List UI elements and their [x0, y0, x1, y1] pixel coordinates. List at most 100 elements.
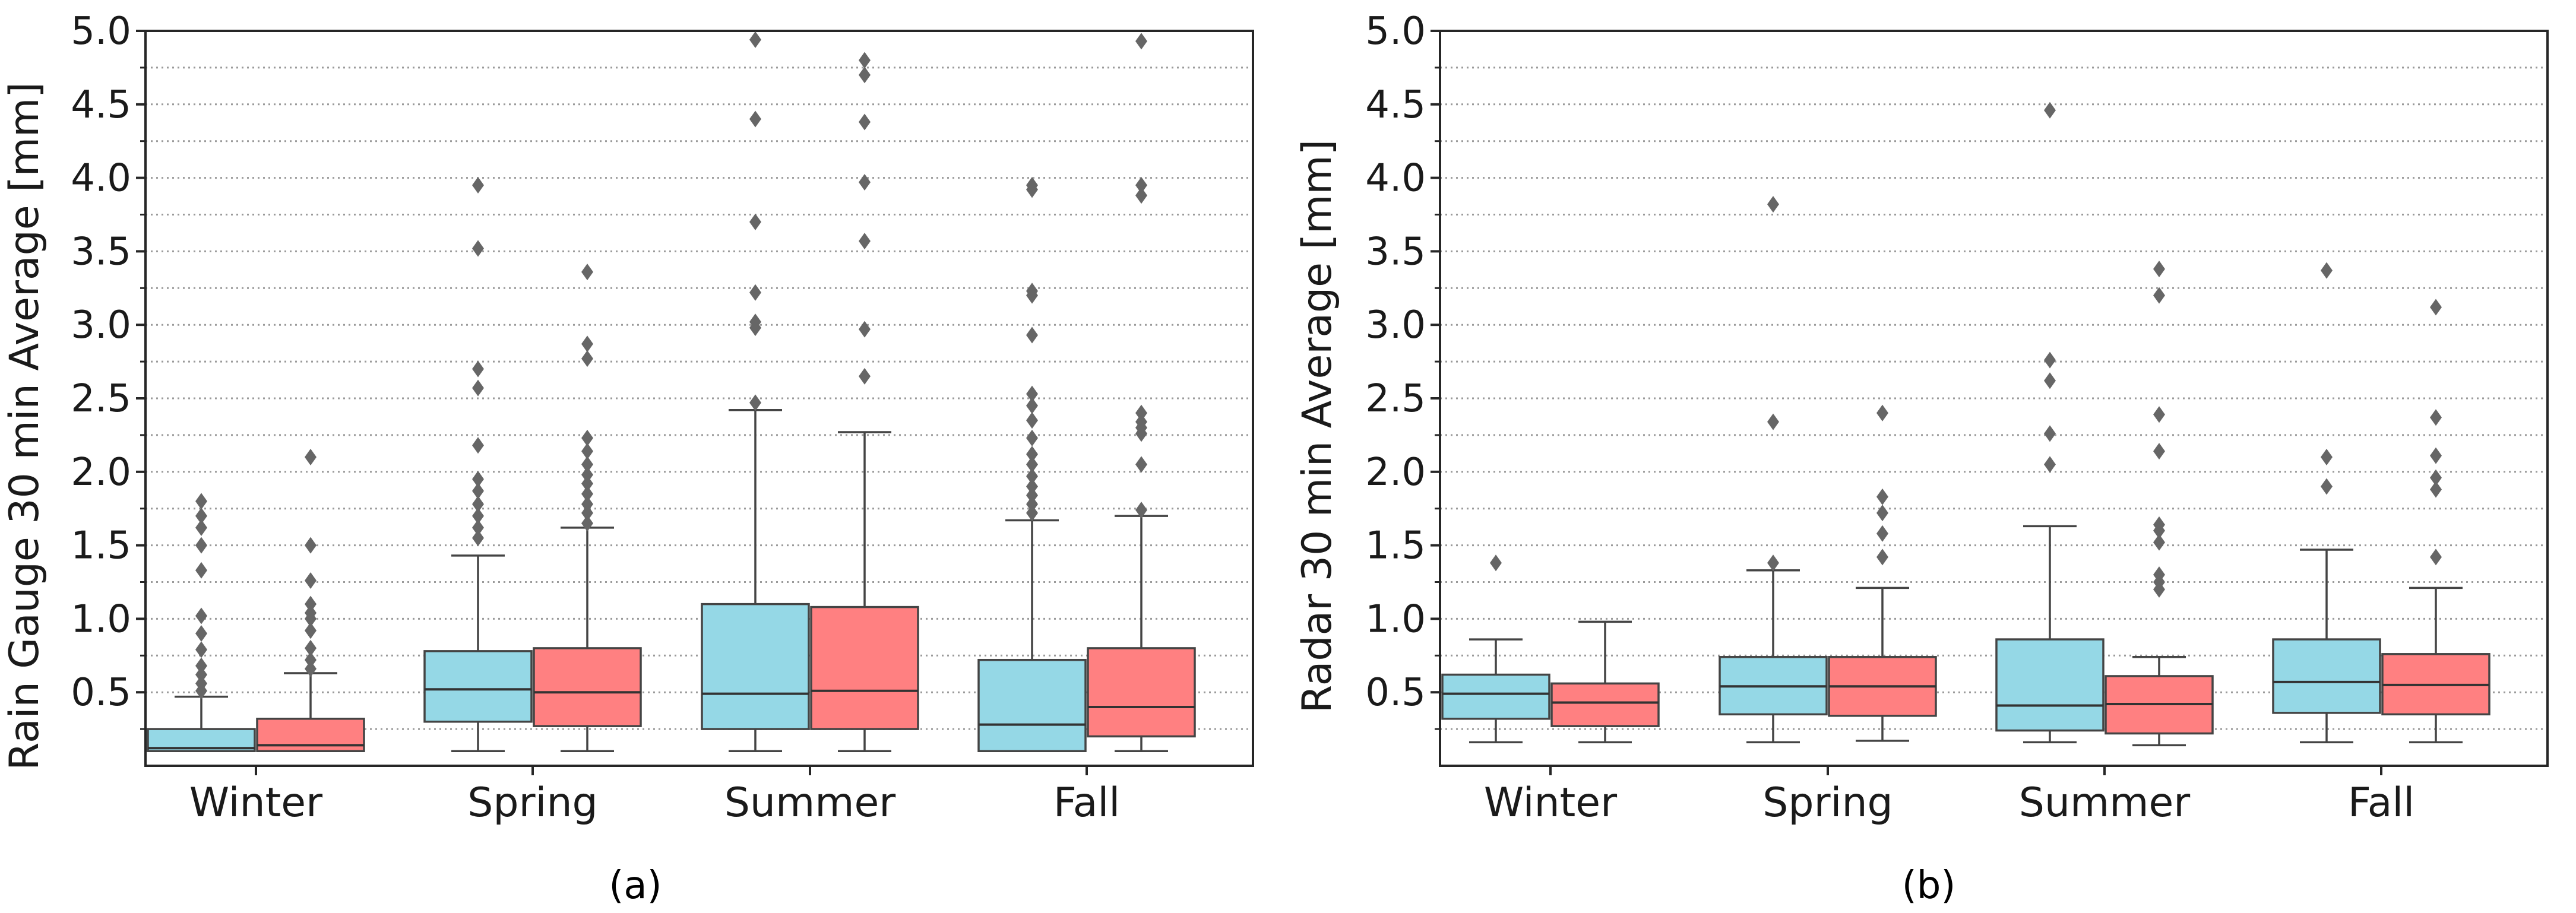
outlier-point	[2430, 481, 2442, 498]
outlier-point	[472, 508, 484, 525]
outlier-point	[1026, 176, 1038, 194]
ytick-label: 0.5	[71, 671, 131, 715]
outlier-point	[305, 660, 317, 677]
panel-b-caption: (b)	[1902, 864, 1956, 908]
ytick-label: 2.0	[71, 451, 131, 494]
outlier-point	[581, 475, 593, 492]
panel-b: Radar 30 min Average [mm] (b) 0.5 1.0 1.5 2…	[1294, 9, 2549, 908]
box-iqr	[423, 650, 533, 723]
outlier-point	[2430, 409, 2442, 426]
outlier-point	[581, 335, 593, 353]
outlier-point	[2153, 261, 2165, 278]
outlier-point	[1876, 488, 1888, 505]
box-iqr	[2272, 638, 2381, 714]
box-fall-series-1	[2272, 262, 2381, 744]
outlier-point	[581, 485, 593, 502]
ytick-label: 1.0	[71, 597, 131, 641]
outlier-point	[581, 443, 593, 460]
outlier-point	[581, 496, 593, 513]
outlier-point	[195, 537, 207, 554]
outlier-point	[749, 110, 761, 128]
box-fall-series-2	[2381, 299, 2490, 744]
outlier-point	[1876, 525, 1888, 542]
box-spring-series-1	[423, 176, 533, 752]
ytick-label: 4.0	[71, 157, 131, 201]
outlier-point	[749, 213, 761, 230]
outlier-point	[2153, 534, 2165, 551]
outlier-point	[472, 437, 484, 454]
outlier-point	[2153, 443, 2165, 460]
box-summer-series-1	[701, 31, 810, 752]
outlier-point	[749, 31, 761, 48]
outlier-point	[1135, 502, 1147, 519]
outlier-point	[859, 233, 871, 250]
box-winter-series-2	[1550, 620, 1660, 744]
ytick-label: 4.5	[1365, 83, 1426, 127]
box-iqr	[1441, 673, 1550, 720]
outlier-point	[581, 429, 593, 446]
outlier-point	[2044, 351, 2056, 369]
outlier-point	[2153, 516, 2165, 533]
outlier-point	[1026, 468, 1038, 485]
outlier-point	[581, 456, 593, 473]
outlier-point	[305, 537, 317, 554]
xtick-label-fall: Fall	[1053, 779, 1120, 826]
outlier-point	[195, 666, 207, 683]
xtick-label-winter: Winter	[189, 779, 322, 826]
outlier-point	[1026, 326, 1038, 344]
outlier-point	[1876, 505, 1888, 522]
outlier-point	[859, 367, 871, 385]
outlier-point	[472, 379, 484, 397]
outlier-point	[749, 394, 761, 411]
outlier-point	[2153, 566, 2165, 584]
outlier-point	[305, 572, 317, 589]
ytick-label: 4.5	[71, 83, 131, 127]
outlier-point	[305, 449, 317, 466]
outlier-point	[195, 641, 207, 658]
outlier-point	[1026, 385, 1038, 402]
outlier-point	[859, 113, 871, 131]
ytick-label: 1.5	[71, 524, 131, 568]
ytick-label: 5.0	[71, 9, 131, 53]
ytick-label: 0.5	[1365, 671, 1426, 715]
outlier-point	[472, 176, 484, 194]
outlier-point	[1135, 33, 1147, 50]
outlier-point	[859, 66, 871, 84]
outlier-point	[1135, 404, 1147, 421]
ytick-label: 3.5	[71, 230, 131, 274]
outlier-point	[195, 508, 207, 525]
outlier-point	[1490, 554, 1502, 572]
outlier-point	[1026, 487, 1038, 504]
outlier-point	[581, 264, 593, 281]
box-summer-series-2	[810, 52, 919, 752]
outlier-point	[2044, 456, 2056, 473]
outlier-point	[1026, 496, 1038, 513]
box-winter-series-1	[147, 493, 256, 752]
panel-a-ylabel: Rain Gauge 30 min Average [mm]	[1, 82, 48, 771]
ytick-label: 1.5	[1365, 524, 1426, 568]
outlier-point	[2430, 549, 2442, 566]
xtick-label-winter: Winter	[1484, 779, 1617, 826]
outlier-point	[2321, 449, 2333, 466]
outlier-point	[1767, 413, 1779, 430]
outlier-point	[1135, 413, 1147, 430]
panel-a: Rain Gauge 30 min Average [mm] (a) 0.5 1.…	[1, 9, 1254, 908]
box-iqr	[533, 647, 642, 727]
outlier-point	[1135, 456, 1147, 473]
box-fall-series-2	[1087, 33, 1196, 752]
outlier-point	[859, 52, 871, 69]
ytick-label: 2.5	[71, 377, 131, 421]
box-spring-series-1	[1719, 196, 1828, 744]
outlier-point	[2153, 406, 2165, 423]
ytick-label: 2.5	[1365, 377, 1426, 421]
panel-a-caption: (a)	[609, 864, 662, 908]
outlier-point	[195, 675, 207, 692]
outlier-point	[195, 607, 207, 624]
ytick-label: 5.0	[1365, 9, 1426, 53]
outlier-point	[305, 651, 317, 668]
box-iqr	[1550, 682, 1660, 727]
outlier-point	[2430, 299, 2442, 316]
outlier-point	[1767, 196, 1779, 213]
ytick-label: 4.0	[1365, 157, 1426, 201]
